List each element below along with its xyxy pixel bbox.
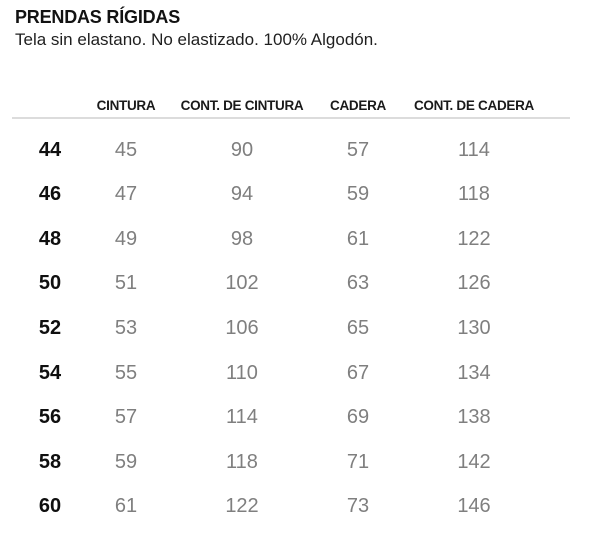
table-row: 60 61 122 73 146 <box>12 484 552 529</box>
page-subtitle: Tela sin elastano. No elastizado. 100% A… <box>15 30 378 49</box>
cintura-cell: 59 <box>114 450 138 473</box>
cadera-cell: 71 <box>346 450 370 473</box>
cintura-cell: 55 <box>114 361 138 384</box>
header-divider-line <box>12 117 570 119</box>
cintura-cell: 57 <box>114 406 138 429</box>
cadera-cell: 61 <box>346 227 370 250</box>
cintura-cell: 47 <box>114 183 138 206</box>
cadera-cell: 63 <box>346 272 370 295</box>
cont-de-cintura-cell: 90 <box>230 138 254 161</box>
page-title: PRENDAS RÍGIDAS <box>15 7 181 27</box>
column-header-cintura: CINTURA <box>96 97 156 113</box>
table-row: 52 53 106 65 130 <box>12 306 552 351</box>
table-body: 44 45 90 57 114 46 47 94 59 118 48 49 98… <box>12 128 552 529</box>
cont-de-cintura-cell: 118 <box>226 450 258 473</box>
column-header-cadera: CADERA <box>330 97 386 113</box>
cont-de-cintura-cell: 110 <box>226 361 258 384</box>
table-header-row: CINTURA CONT. DE CINTURA CADERA CONT. DE… <box>12 95 552 115</box>
cadera-cell: 67 <box>346 361 370 384</box>
size-cell: 54 <box>38 361 62 384</box>
cadera-cell: 65 <box>346 316 370 339</box>
cont-de-cadera-cell: 130 <box>457 316 491 339</box>
cont-de-cintura-cell: 94 <box>230 183 254 206</box>
cont-de-cintura-cell: 122 <box>225 495 259 518</box>
table-row: 48 49 98 61 122 <box>12 217 552 262</box>
cont-de-cadera-cell: 122 <box>457 227 491 250</box>
size-cell: 50 <box>38 272 62 295</box>
table-row: 58 59 118 71 142 <box>12 440 552 485</box>
table-row: 54 55 110 67 134 <box>12 351 552 396</box>
size-cell: 60 <box>38 495 62 518</box>
cadera-cell: 73 <box>346 495 370 518</box>
table-row: 50 51 102 63 126 <box>12 262 552 307</box>
size-cell: 48 <box>38 227 62 250</box>
size-cell: 44 <box>38 138 62 161</box>
cadera-cell: 59 <box>346 183 370 206</box>
cintura-cell: 61 <box>114 495 138 518</box>
table-row: 44 45 90 57 114 <box>12 128 552 173</box>
size-cell: 56 <box>38 406 62 429</box>
size-cell: 58 <box>38 450 62 473</box>
cintura-cell: 53 <box>114 316 138 339</box>
cont-de-cadera-cell: 126 <box>457 272 491 295</box>
cont-de-cintura-cell: 114 <box>226 406 258 429</box>
cont-de-cadera-cell: 134 <box>457 361 491 384</box>
cont-de-cintura-cell: 106 <box>225 316 259 339</box>
column-header-cont-de-cadera: CONT. DE CADERA <box>413 97 534 113</box>
size-cell: 52 <box>38 316 62 339</box>
cintura-cell: 49 <box>114 227 138 250</box>
cintura-cell: 45 <box>114 138 138 161</box>
cont-de-cintura-cell: 102 <box>225 272 259 295</box>
cadera-cell: 57 <box>346 138 370 161</box>
cont-de-cadera-cell: 114 <box>458 138 490 161</box>
table-row: 46 47 94 59 118 <box>12 173 552 218</box>
cintura-cell: 51 <box>114 272 138 295</box>
cont-de-cadera-cell: 146 <box>457 495 491 518</box>
cont-de-cadera-cell: 138 <box>457 406 491 429</box>
size-cell: 46 <box>38 183 62 206</box>
column-header-cont-de-cintura: CONT. DE CINTURA <box>180 97 304 113</box>
cont-de-cadera-cell: 118 <box>458 183 490 206</box>
table-row: 56 57 114 69 138 <box>12 395 552 440</box>
cadera-cell: 69 <box>346 406 370 429</box>
cont-de-cintura-cell: 98 <box>230 227 254 250</box>
cont-de-cadera-cell: 142 <box>457 450 491 473</box>
